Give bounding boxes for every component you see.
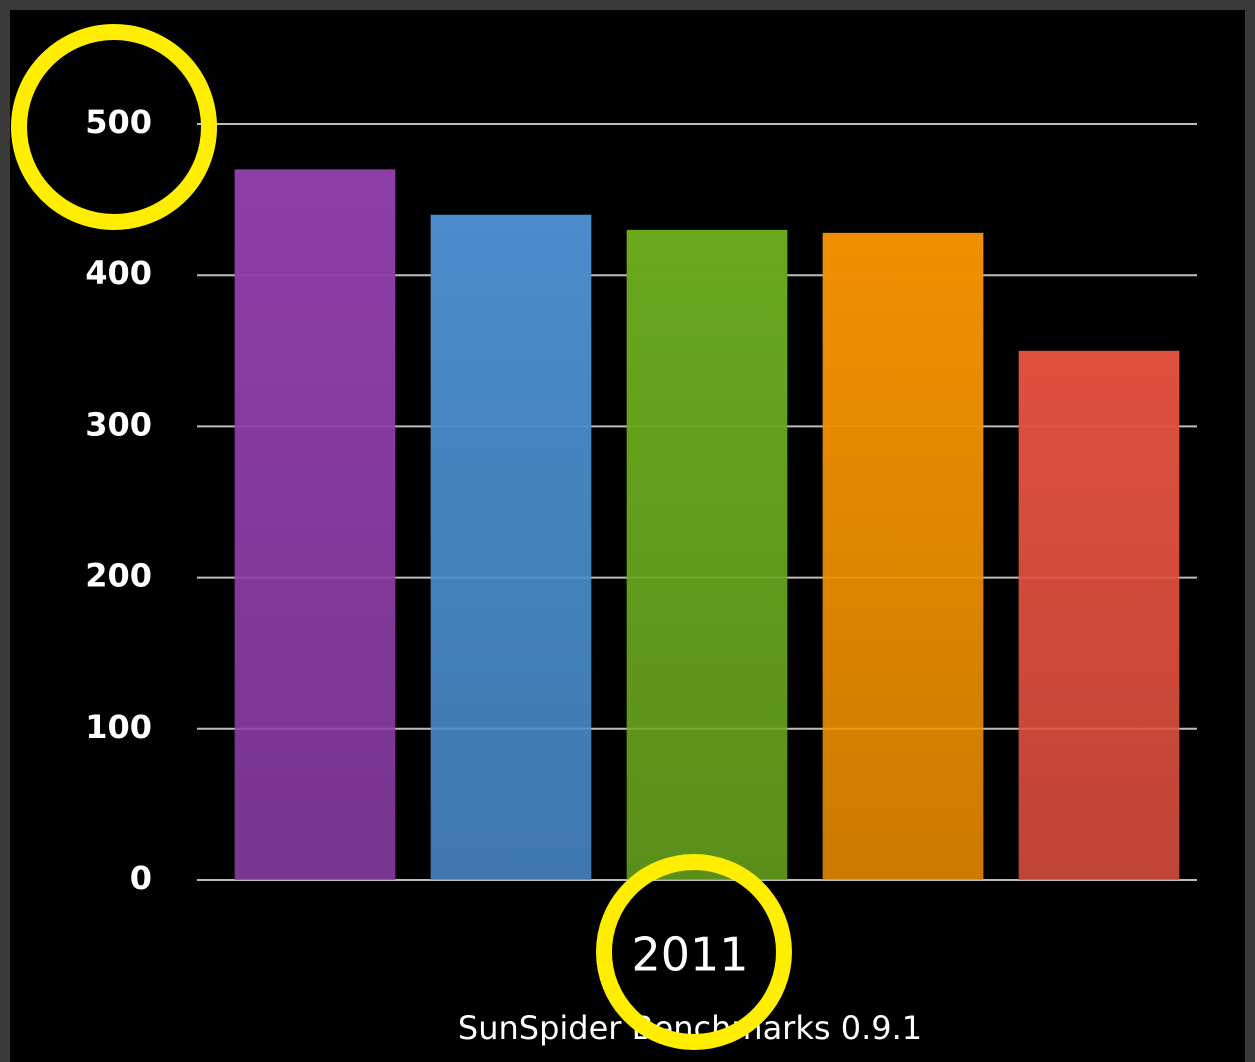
highlight-circle: [596, 854, 792, 1050]
y-tick-label: 100: [85, 708, 152, 746]
bar: [430, 214, 592, 881]
bar: [1018, 350, 1180, 880]
y-tick-label: 500: [85, 103, 152, 141]
bar: [234, 169, 396, 881]
bar: [626, 229, 788, 881]
y-tick-label: 0: [130, 859, 152, 897]
highlight-circle: [11, 24, 217, 230]
bar: [822, 232, 984, 880]
annotations: [11, 24, 792, 1050]
y-tick-label: 200: [85, 557, 152, 595]
x-axis-label: 2011: [631, 928, 748, 982]
y-tick-label: 400: [85, 254, 152, 292]
y-tick-label: 300: [85, 405, 152, 443]
